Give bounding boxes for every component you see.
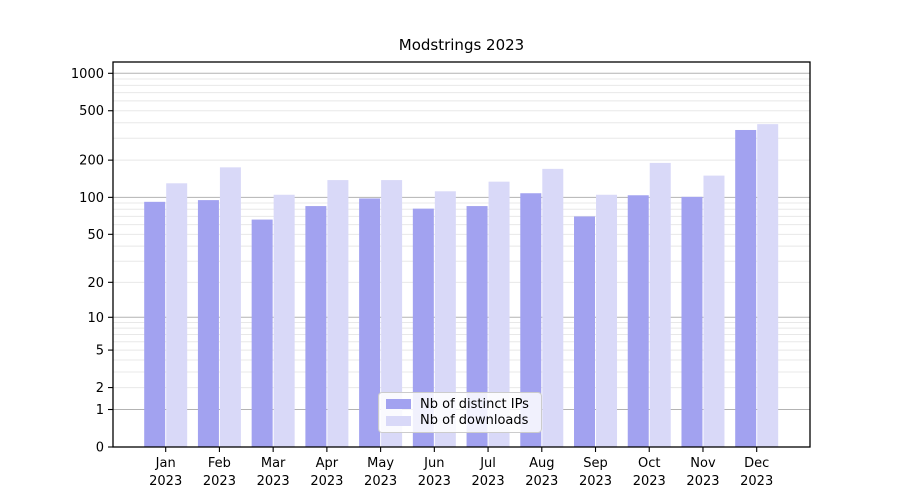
legend-item-distinct-ips: Nb of distinct IPs	[386, 397, 534, 412]
bar-distinct-ips-nov	[681, 196, 703, 447]
y-axis-tick-label: 20	[87, 276, 104, 291]
legend-label-distinct-ips: Nb of distinct IPs	[420, 396, 529, 412]
bar-distinct-ips-apr	[305, 206, 327, 447]
y-axis-tick-label: 5	[96, 344, 104, 359]
bar-distinct-ips-jan	[144, 201, 166, 447]
axes-frame	[112, 61, 811, 448]
bar-distinct-ips-may	[359, 198, 381, 447]
x-axis-tick-label-nov: Nov 2023	[686, 456, 719, 489]
x-axis-tick-label-dec: Dec 2023	[740, 456, 773, 489]
x-axis-tick-label-aug: Aug 2023	[525, 456, 558, 489]
y-axis-tick-label: 2	[96, 381, 104, 396]
bar-downloads-oct	[649, 162, 671, 447]
x-axis-tick-label-may: May 2023	[364, 456, 397, 489]
legend: Nb of distinct IPs Nb of downloads	[378, 392, 542, 433]
chart-title: Modstrings 2023	[398, 36, 525, 54]
y-axis-tick-label: 0	[96, 441, 104, 456]
x-axis-tick-label-jan: Jan 2023	[149, 456, 182, 489]
bar-downloads-jun	[434, 191, 456, 447]
legend-item-downloads: Nb of downloads	[386, 413, 534, 428]
bar-downloads-apr	[327, 180, 349, 448]
bar-distinct-ips-feb	[197, 200, 219, 447]
x-axis-tick-label-oct: Oct 2023	[633, 456, 666, 489]
y-axis-tick-label: 10	[87, 311, 104, 326]
legend-swatch-downloads-icon	[386, 415, 411, 426]
x-axis-tick-label-apr: Apr 2023	[310, 456, 343, 489]
x-axis-tick-label-jul: Jul 2023	[472, 456, 505, 489]
bar-distinct-ips-jun	[412, 208, 434, 447]
y-axis-tick-label: 1000	[71, 67, 104, 82]
bar-downloads-nov	[703, 175, 725, 447]
y-axis-tick-label: 50	[87, 228, 104, 243]
bar-downloads-jul	[488, 181, 510, 448]
y-axis-tick-label: 200	[79, 154, 104, 169]
bar-distinct-ips-sep	[574, 216, 596, 447]
legend-swatch-distinct-ips-icon	[386, 399, 411, 410]
bar-distinct-ips-oct	[627, 195, 649, 447]
x-axis-tick-label-mar: Mar 2023	[257, 456, 290, 489]
x-axis-tick-label-feb: Feb 2023	[203, 456, 236, 489]
bar-distinct-ips-aug	[520, 193, 542, 447]
bar-distinct-ips-mar	[251, 219, 273, 447]
x-axis-tick-label-jun: Jun 2023	[418, 456, 451, 489]
bar-downloads-dec	[757, 124, 779, 448]
bar-downloads-jan	[166, 183, 188, 447]
legend-label-downloads: Nb of downloads	[420, 413, 529, 429]
bar-downloads-sep	[596, 194, 618, 447]
x-axis-tick-label-sep: Sep 2023	[579, 456, 612, 489]
bar-distinct-ips-dec	[735, 129, 757, 447]
y-axis-tick-label: 1	[96, 403, 104, 418]
bar-downloads-aug	[542, 168, 564, 447]
bar-distinct-ips-jul	[466, 206, 488, 447]
y-axis-tick-label: 500	[79, 104, 104, 119]
bar-downloads-may	[381, 180, 403, 448]
y-axis-tick-label: 100	[79, 191, 104, 206]
bar-downloads-mar	[273, 194, 295, 447]
bar-downloads-feb	[219, 167, 241, 447]
